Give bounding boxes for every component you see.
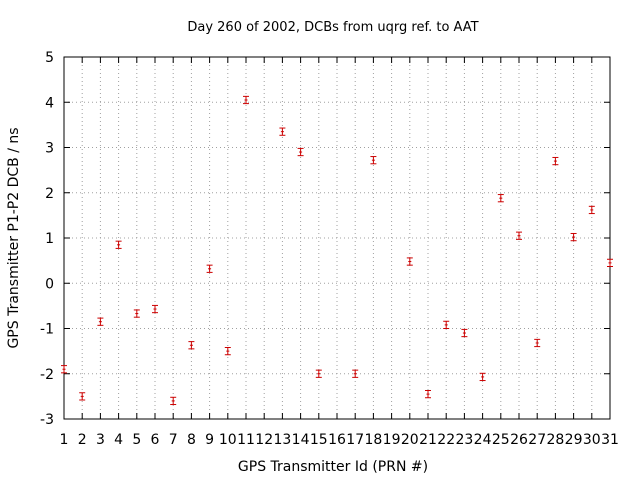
x-tick-label: 19: [383, 432, 401, 448]
data-point: [479, 372, 486, 382]
x-tick-label: 13: [273, 432, 291, 448]
data-point: [206, 264, 213, 273]
axis-ticks: [63, 56, 611, 420]
data-point: [152, 304, 158, 314]
data-point: [115, 240, 122, 249]
data-point: [461, 328, 468, 338]
x-tick-label: 12: [255, 432, 273, 448]
y-tick-label: 0: [45, 276, 54, 292]
data-point: [425, 389, 431, 399]
data-point: [315, 369, 322, 378]
x-tick-label: 24: [474, 432, 492, 448]
x-tick-label: 25: [492, 432, 510, 448]
data-point: [170, 396, 177, 406]
x-tick-label: 15: [310, 432, 328, 448]
x-tick-label: 14: [292, 432, 310, 448]
data-point: [570, 232, 577, 242]
x-axis-label: GPS Transmitter Id (PRN #): [238, 459, 428, 475]
y-tick-label: 2: [45, 186, 54, 202]
y-tick-label: 3: [45, 141, 54, 157]
y-tick-label: 1: [45, 231, 54, 247]
data-point: [516, 231, 522, 240]
x-tick-label: 4: [114, 432, 123, 448]
data-points: [61, 95, 613, 406]
x-tick-label: 5: [132, 432, 141, 448]
data-point: [497, 194, 504, 203]
data-point: [297, 147, 304, 157]
data-point: [588, 205, 595, 215]
chart-title: Day 260 of 2002, DCBs from uqrg ref. to …: [187, 20, 478, 35]
x-tick-label: 17: [346, 432, 364, 448]
data-point: [61, 365, 67, 374]
data-point: [97, 317, 104, 326]
y-tick-label: 4: [45, 95, 54, 111]
x-tick-label: 21: [419, 432, 437, 448]
data-point: [352, 369, 359, 378]
x-tick-label: 10: [219, 432, 237, 448]
data-point: [406, 257, 413, 266]
data-point: [243, 95, 249, 105]
x-tick-label: 11: [237, 432, 255, 448]
data-point: [552, 156, 559, 166]
x-tick-label: 1: [60, 432, 69, 448]
x-tick-label: 3: [96, 432, 105, 448]
x-tick-label: 8: [187, 432, 196, 448]
x-tick-label: 29: [565, 432, 583, 448]
x-tick-label: 22: [437, 432, 455, 448]
x-tick-label: 7: [169, 432, 178, 448]
x-tick-label: 26: [510, 432, 528, 448]
x-tick-label: 9: [205, 432, 214, 448]
tick-labels: 1 2 3 4 5 6 7 8 9 10 11 12 13 14 15 16 17 18 19 20 21 22 23 24 2…: [40, 50, 619, 448]
data-point: [279, 127, 286, 136]
data-point: [443, 320, 450, 329]
data-point: [188, 341, 195, 350]
data-point: [79, 392, 86, 401]
y-axis-label: GPS Transmitter P1-P2 DCB / ns: [6, 127, 22, 348]
x-tick-label: 31: [601, 432, 619, 448]
x-tick-label: 28: [546, 432, 564, 448]
y-tick-label: 5: [45, 50, 54, 66]
data-point: [133, 309, 140, 318]
x-tick-label: 6: [151, 432, 160, 448]
x-tick-label: 23: [455, 432, 473, 448]
data-point: [607, 258, 613, 268]
y-tick-label: -3: [40, 412, 54, 428]
x-tick-label: 27: [528, 432, 546, 448]
y-tick-label: -2: [40, 367, 54, 383]
x-tick-label: 2: [78, 432, 87, 448]
x-tick-label: 18: [364, 432, 382, 448]
data-point: [224, 347, 231, 356]
data-point: [370, 156, 377, 165]
grid: [64, 57, 610, 419]
x-tick-label: 20: [401, 432, 419, 448]
y-tick-label: -1: [40, 322, 54, 338]
data-point: [534, 338, 541, 348]
x-tick-label: 16: [328, 432, 346, 448]
x-tick-label: 30: [583, 432, 601, 448]
